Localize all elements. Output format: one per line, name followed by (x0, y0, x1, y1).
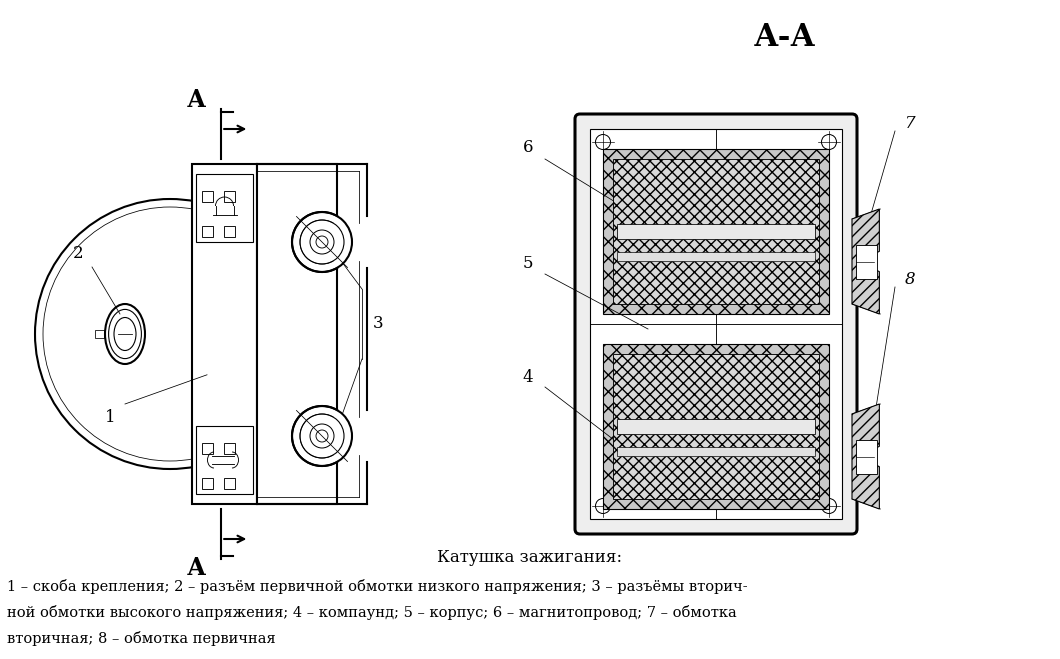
Bar (202, 191, 213, 202)
Ellipse shape (105, 304, 145, 364)
Text: А-А: А-А (754, 22, 816, 53)
Bar (202, 478, 213, 489)
Bar (224, 478, 235, 489)
Text: 5: 5 (523, 256, 533, 273)
Bar (202, 443, 213, 454)
Bar (613, 354, 819, 499)
Bar (192, 164, 257, 504)
Text: 1 – скоба крепления; 2 – разъём первичной обмотки низкого напряжения; 3 – разъём: 1 – скоба крепления; 2 – разъём первично… (7, 579, 747, 594)
Bar (224, 191, 235, 202)
Bar (95, 330, 104, 338)
Text: 6: 6 (523, 138, 533, 156)
Bar (202, 226, 213, 237)
Bar (856, 440, 877, 474)
Bar (613, 159, 819, 304)
Circle shape (300, 220, 344, 264)
Bar (617, 419, 815, 434)
Text: ной обмотки высокого напряжения; 4 – компаунд; 5 – корпус; 6 – магнитопровод; 7 : ной обмотки высокого напряжения; 4 – ком… (7, 606, 737, 621)
Circle shape (310, 424, 334, 448)
Bar (617, 224, 815, 239)
Ellipse shape (108, 309, 141, 358)
Circle shape (300, 414, 344, 458)
Bar (617, 447, 815, 456)
Text: А: А (187, 88, 206, 112)
Bar (257, 164, 337, 504)
Text: вторичная; 8 – обмотка первичная: вторичная; 8 – обмотка первичная (7, 631, 276, 646)
Bar (224, 226, 235, 237)
Bar (224, 443, 235, 454)
Bar (617, 252, 815, 261)
Text: 2: 2 (73, 246, 84, 262)
Text: 8: 8 (904, 270, 916, 287)
Text: 4: 4 (523, 368, 533, 386)
Polygon shape (852, 209, 880, 314)
FancyBboxPatch shape (575, 114, 856, 534)
Circle shape (292, 406, 352, 466)
Circle shape (310, 230, 334, 254)
Bar (603, 149, 829, 314)
Bar (856, 244, 877, 279)
Text: Катушка зажигания:: Катушка зажигания: (438, 548, 622, 565)
Bar (590, 129, 842, 519)
Bar (196, 426, 253, 494)
Circle shape (292, 212, 352, 272)
Text: 1: 1 (105, 409, 116, 426)
Text: 7: 7 (904, 115, 916, 132)
Polygon shape (852, 404, 880, 509)
Ellipse shape (114, 318, 136, 351)
Bar (196, 174, 253, 242)
Text: 3: 3 (373, 316, 384, 333)
Bar (603, 344, 829, 509)
Text: А: А (187, 556, 206, 580)
